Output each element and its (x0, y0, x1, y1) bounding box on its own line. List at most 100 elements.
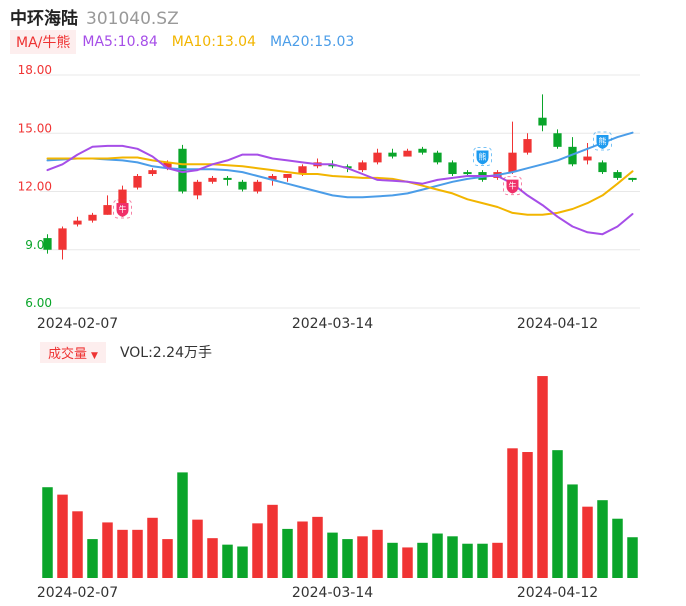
signal-label: 牛 (509, 181, 517, 191)
volume-bar (537, 376, 548, 578)
candle-body (613, 172, 622, 178)
candle-body (373, 152, 382, 163)
candle-body (253, 181, 262, 192)
volume-bar (447, 536, 458, 578)
candle-body (283, 174, 292, 178)
ma10-legend: MA10:13.04 (171, 34, 257, 50)
volume-bar (582, 506, 593, 578)
candle-body (133, 175, 142, 188)
dropdown-arrow-icon: ▼ (91, 350, 98, 361)
signal-halo (473, 147, 492, 167)
bull-signal-badge[interactable]: 牛 (503, 176, 522, 196)
bear-signal-badge[interactable]: 熊 (473, 147, 492, 167)
volume-bar (222, 544, 233, 578)
ma5-legend: MA5:10.84 (82, 34, 158, 50)
volume-bar (432, 533, 443, 578)
ma-legend: MA/牛熊 MA5:10.84 MA10:13.04 MA20:15.03 (10, 30, 354, 54)
volume-bar (627, 537, 638, 578)
volume-bar (387, 542, 398, 578)
signal-label: 熊 (599, 136, 607, 146)
volume-bar (162, 539, 173, 578)
bull-signal-badge[interactable]: 牛 (113, 199, 132, 219)
volume-bar (477, 543, 488, 578)
ma20-legend: MA20:15.03 (270, 34, 355, 50)
volume-bar (282, 528, 293, 578)
ma-bull-bear-tag[interactable]: MA/牛熊 (10, 30, 77, 54)
volume-x-tick-label: 2024-04-12 (517, 585, 598, 601)
candle-body (88, 214, 97, 221)
candle-body (58, 228, 67, 250)
volume-bar (357, 536, 368, 578)
volume-bar (42, 487, 53, 578)
volume-bar (507, 448, 518, 578)
ma5-line (46, 144, 634, 236)
signal-label: 熊 (479, 152, 487, 162)
stock-code: 301040.SZ (86, 9, 179, 29)
volume-bar (567, 484, 578, 578)
volume-bar (612, 518, 623, 578)
candle-body (523, 139, 532, 153)
candle-body (163, 162, 172, 169)
signal-halo (593, 131, 612, 151)
x-tick-label: 2024-03-14 (292, 316, 373, 332)
candle-body (238, 181, 247, 190)
volume-bar (252, 523, 263, 578)
x-tick-label: 2024-04-12 (517, 316, 598, 332)
volume-bar (597, 500, 608, 578)
signal-halo (503, 176, 522, 196)
candle-body (43, 238, 52, 250)
candle-body (433, 152, 442, 163)
bear-signal-badge[interactable]: 熊 (593, 131, 612, 151)
volume-bar (267, 504, 278, 578)
candle-body (463, 172, 472, 175)
volume-bar (147, 517, 158, 578)
price-tick-label: 12.00 (18, 180, 52, 194)
ma10-line (46, 156, 634, 216)
volume-x-tick-label: 2024-02-07 (37, 585, 118, 601)
candle-body (103, 205, 112, 215)
volume-tag-label: 成交量 (48, 346, 88, 362)
volume-bar (297, 521, 308, 578)
candle-body (583, 156, 592, 161)
signal-halo (113, 199, 132, 219)
volume-bar (207, 538, 218, 578)
volume-bar (372, 529, 383, 578)
candle-body (448, 162, 457, 175)
candle-body (73, 220, 82, 225)
volume-bar (102, 522, 113, 578)
candle-body (358, 162, 367, 171)
candle-body (598, 162, 607, 173)
price-tick-label: 18.00 (18, 63, 52, 77)
volume-bar (57, 494, 68, 578)
candle-body (208, 177, 217, 182)
volume-bar (342, 539, 353, 578)
volume-bar (312, 516, 323, 578)
volume-bar (177, 472, 188, 578)
volume-value: VOL:2.24万手 (119, 345, 212, 361)
volume-bar (462, 543, 473, 578)
volume-x-tick-label: 2024-03-14 (292, 585, 373, 601)
title-row: 中环海陆 301040.SZ (10, 4, 179, 29)
candle-body (268, 175, 277, 180)
candle-body (508, 152, 517, 173)
volume-legend: 成交量 ▼ VOL:2.24万手 (40, 341, 212, 363)
volume-indicator-dropdown[interactable]: 成交量 ▼ (40, 341, 106, 363)
price-tick-label: 6.00 (25, 296, 52, 310)
signal-shield-icon (506, 179, 519, 194)
candle-body (223, 177, 232, 180)
price-tick-label: 15.00 (18, 121, 52, 135)
volume-bar (402, 547, 413, 578)
signal-label: 牛 (119, 204, 127, 214)
candle-body (388, 152, 397, 157)
volume-bar (132, 529, 143, 578)
candle-body (538, 117, 547, 126)
candle-body (418, 148, 427, 153)
x-tick-label: 2024-02-07 (37, 316, 118, 332)
candle-body (148, 170, 157, 175)
volume-bar (327, 532, 338, 578)
signal-shield-icon (596, 135, 609, 150)
volume-bar (87, 539, 98, 578)
signal-shield-icon (476, 150, 489, 165)
volume-bar (552, 450, 563, 578)
